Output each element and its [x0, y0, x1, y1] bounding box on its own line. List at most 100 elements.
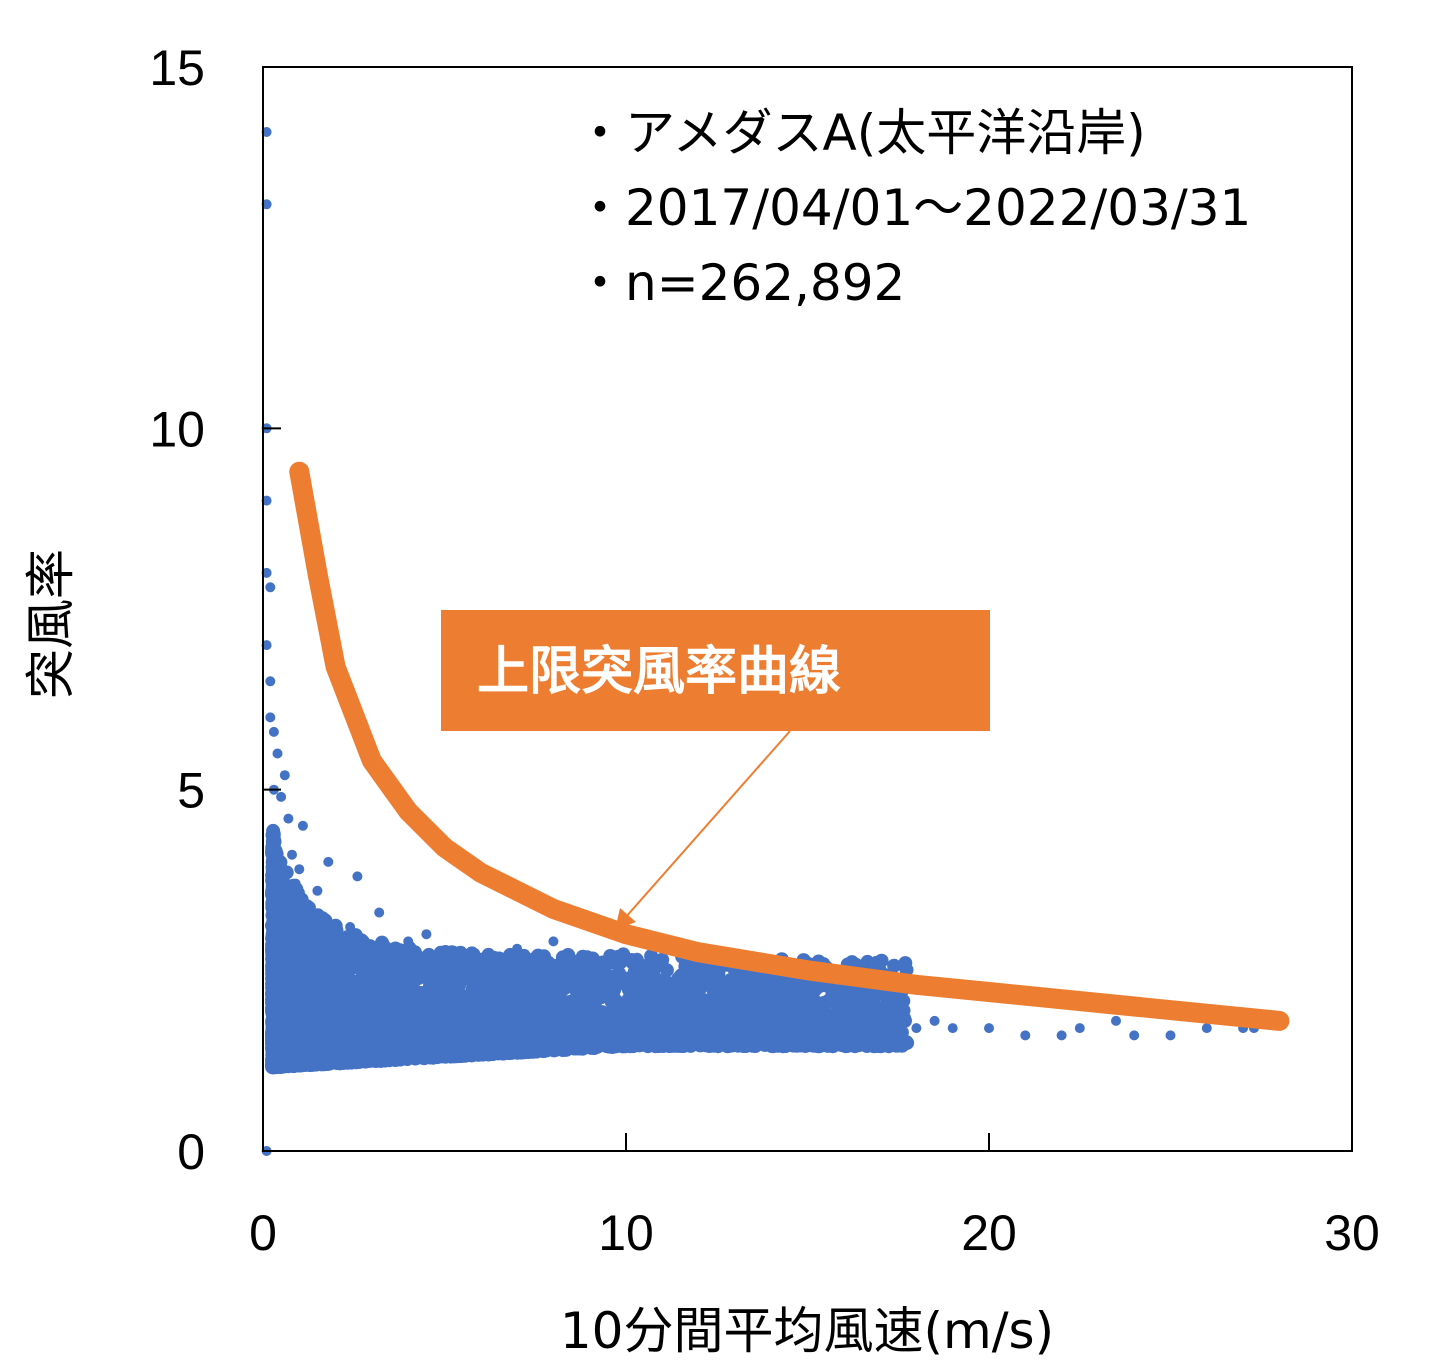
cloud-point [296, 940, 311, 955]
cloud-point [279, 887, 294, 902]
data-point [820, 1015, 831, 1026]
data-point [330, 965, 341, 976]
cloud-point [669, 978, 684, 993]
cloud-point [430, 993, 445, 1008]
cloud-point [745, 991, 760, 1006]
cloud-point [651, 955, 666, 970]
cloud-point [374, 942, 389, 957]
annotation-station: ・アメダスA(太平洋沿岸) [575, 104, 1146, 162]
data-point [290, 878, 301, 889]
cloud-point [358, 1048, 373, 1063]
data-point [475, 979, 486, 990]
cloud-point [631, 1032, 646, 1047]
data-point [729, 1008, 740, 1019]
cloud-point [499, 990, 514, 1005]
cloud-point [676, 1023, 691, 1038]
data-point [265, 712, 276, 723]
data-point [297, 820, 308, 831]
cloud-point [386, 998, 401, 1013]
cloud-point [749, 1030, 763, 1045]
cloud-point [541, 1010, 556, 1025]
cloud-point [764, 1039, 779, 1054]
cloud-point [569, 1021, 584, 1036]
cloud-point [476, 1022, 491, 1037]
cloud-point [430, 1018, 445, 1033]
data-point [947, 1023, 958, 1034]
data-point [566, 994, 577, 1005]
cloud-point [421, 947, 436, 962]
cloud-point [593, 990, 608, 1005]
data-point [261, 567, 272, 578]
data-point [381, 972, 392, 983]
data-point [457, 972, 468, 983]
cloud-point [355, 986, 370, 1001]
cloud-point [318, 1018, 333, 1033]
cloud-point [784, 994, 799, 1009]
cloud-point [848, 1032, 863, 1046]
data-point [584, 965, 595, 976]
cloud-point [627, 1006, 641, 1021]
data-point [276, 791, 287, 802]
data-point [410, 994, 421, 1005]
data-point [621, 979, 631, 990]
data-point [1056, 1030, 1067, 1041]
cloud-point [709, 1033, 724, 1048]
cloud-point [810, 1006, 825, 1021]
data-point [1020, 1030, 1031, 1041]
x-tick-label: 20 [961, 1205, 1017, 1261]
cloud-point [863, 995, 878, 1010]
data-point [1111, 1015, 1121, 1026]
cloud-point [292, 1034, 307, 1049]
data-point [602, 1015, 613, 1026]
data-point [766, 1008, 777, 1019]
cloud-point [467, 990, 482, 1005]
data-point [265, 676, 276, 687]
cloud-point [873, 1032, 888, 1047]
cloud-point [478, 1038, 493, 1052]
cloud-point [512, 978, 527, 993]
data-point [294, 864, 305, 875]
cloud-point [330, 954, 345, 969]
cloud-point [343, 939, 357, 954]
cloud-point [762, 1022, 777, 1037]
callout-arrow-line [624, 730, 791, 919]
cloud-point [517, 1045, 532, 1060]
y-tick-label: 5 [177, 763, 205, 819]
data-point [276, 914, 287, 925]
cloud-point [533, 967, 548, 982]
data-point [1165, 1030, 1176, 1041]
cloud-point [798, 1014, 813, 1029]
cloud-point [429, 1031, 444, 1046]
cloud-point [403, 983, 418, 998]
data-point [261, 199, 272, 210]
data-point [711, 1023, 722, 1034]
plot-frame [262, 66, 1353, 1152]
cloud-point [863, 1014, 878, 1029]
cloud-point [310, 1057, 325, 1072]
cloud-point [586, 1040, 601, 1055]
data-point [385, 987, 396, 997]
cloud-point [411, 961, 426, 976]
data-point [802, 1001, 813, 1012]
x-axis-title: 10分間平均風速(m/s) [560, 1302, 1054, 1360]
cloud-point [289, 1055, 304, 1070]
data-point [929, 1015, 940, 1026]
cloud-point [445, 1020, 460, 1035]
y-tick-label: 10 [149, 401, 205, 457]
cloud-point [659, 1004, 674, 1019]
data-point [439, 950, 450, 961]
data-point [875, 1015, 886, 1026]
cloud-point [583, 1013, 598, 1028]
data-point [316, 943, 327, 954]
y-tick-label: 15 [149, 40, 205, 96]
callout-box [441, 610, 990, 731]
data-point [857, 1008, 867, 1019]
x-tick-label: 30 [1324, 1205, 1380, 1261]
cloud-point [454, 1033, 469, 1048]
cloud-point [635, 995, 650, 1010]
data-point [639, 1023, 650, 1034]
cloud-point [491, 976, 506, 991]
cloud-point [664, 1019, 679, 1034]
cloud-point [442, 989, 456, 1004]
data-point [268, 726, 279, 737]
